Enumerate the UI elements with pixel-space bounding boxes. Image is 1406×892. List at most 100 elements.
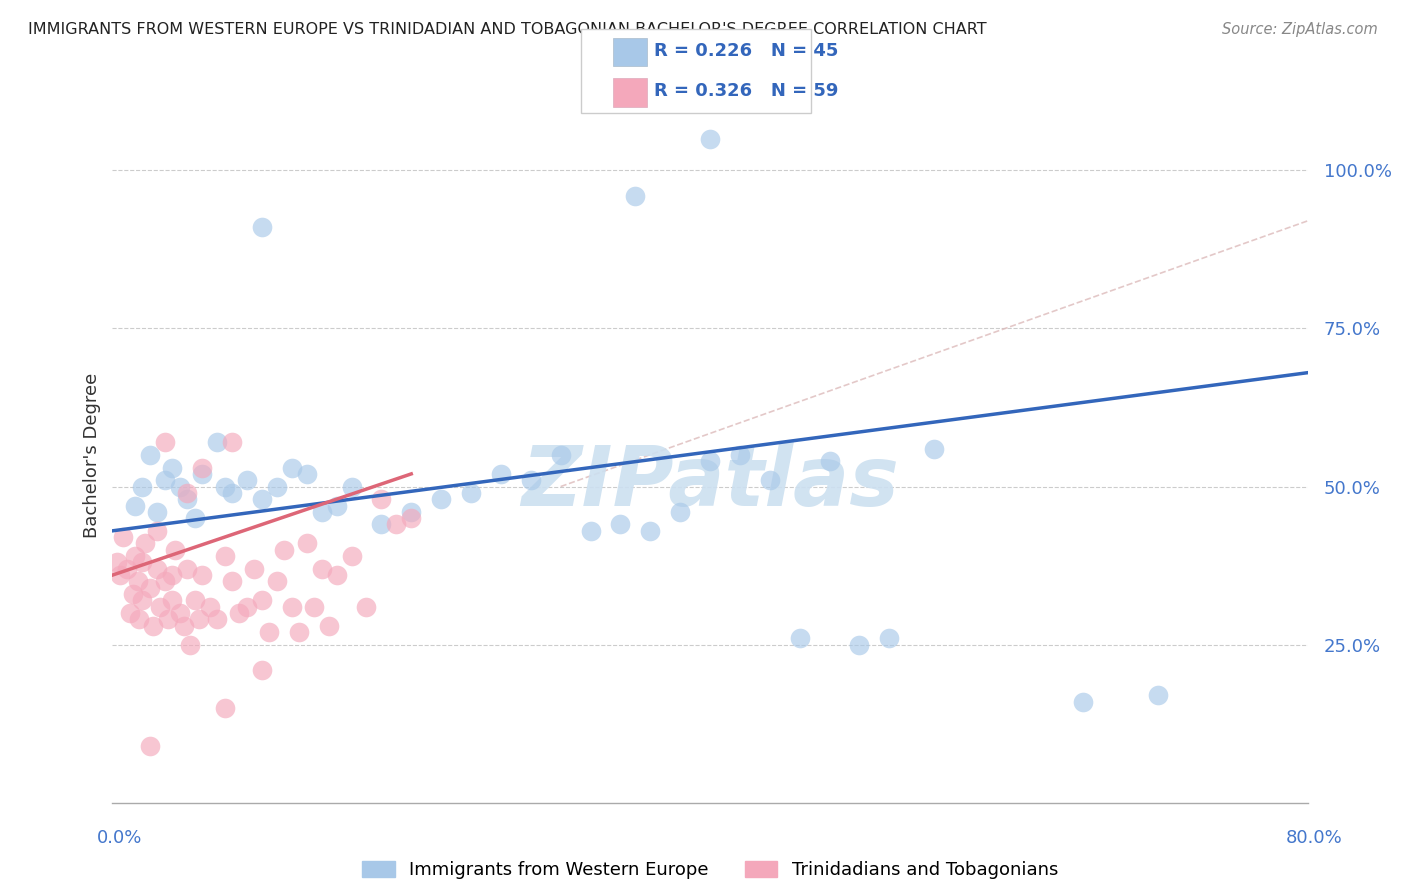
Point <box>609 517 631 532</box>
Point <box>401 511 423 525</box>
Point <box>120 606 142 620</box>
Point <box>259 625 281 640</box>
Point <box>162 460 183 475</box>
Point <box>153 574 176 589</box>
Text: Source: ZipAtlas.com: Source: ZipAtlas.com <box>1222 22 1378 37</box>
Point <box>127 574 149 589</box>
Point <box>221 435 243 450</box>
Point <box>236 599 259 614</box>
Point <box>198 599 221 614</box>
Point <box>699 131 721 145</box>
Point <box>191 568 214 582</box>
Text: 0.0%: 0.0% <box>97 830 142 847</box>
Point <box>266 574 288 589</box>
Point <box>591 85 613 99</box>
Point <box>325 499 347 513</box>
Point <box>122 587 145 601</box>
Point <box>430 492 453 507</box>
Point <box>669 505 692 519</box>
Point <box>922 442 945 456</box>
Point <box>162 568 183 582</box>
Point <box>214 479 236 493</box>
Text: R = 0.226   N = 45: R = 0.226 N = 45 <box>654 42 838 61</box>
Text: ZIPatlas: ZIPatlas <box>522 442 898 524</box>
Point <box>139 581 162 595</box>
Point <box>173 618 195 632</box>
Point <box>288 625 311 640</box>
Point <box>169 606 191 620</box>
Point <box>318 618 340 632</box>
Point <box>183 511 205 525</box>
Point <box>818 454 841 468</box>
Point <box>385 517 408 532</box>
Point <box>579 524 602 538</box>
Point <box>273 542 295 557</box>
Point <box>295 467 318 481</box>
Y-axis label: Bachelor's Degree: Bachelor's Degree <box>83 372 101 538</box>
Point <box>370 517 392 532</box>
Point <box>134 536 156 550</box>
Point <box>146 562 169 576</box>
Point <box>1073 695 1095 709</box>
Point <box>302 599 325 614</box>
Point <box>191 460 214 475</box>
Point <box>311 505 333 519</box>
Point <box>228 606 250 620</box>
Point <box>169 479 191 493</box>
Point <box>250 593 273 607</box>
Point <box>105 556 128 570</box>
Point <box>295 536 318 550</box>
Point <box>1147 688 1170 702</box>
Point <box>165 542 187 557</box>
Point <box>117 562 139 576</box>
Text: IMMIGRANTS FROM WESTERN EUROPE VS TRINIDADIAN AND TOBAGONIAN BACHELOR'S DEGREE C: IMMIGRANTS FROM WESTERN EUROPE VS TRINID… <box>28 22 987 37</box>
Point <box>176 486 198 500</box>
Point <box>188 612 211 626</box>
Point <box>370 492 392 507</box>
Legend: Immigrants from Western Europe, Trinidadians and Tobagonians: Immigrants from Western Europe, Trinidad… <box>357 855 1063 884</box>
Point <box>550 448 572 462</box>
Point <box>401 505 423 519</box>
Point <box>877 632 900 646</box>
Point <box>699 454 721 468</box>
Point <box>139 739 162 753</box>
Point <box>191 467 214 481</box>
Point <box>131 556 153 570</box>
Point <box>179 638 201 652</box>
Text: 80.0%: 80.0% <box>1286 830 1343 847</box>
Point <box>281 599 304 614</box>
Point <box>591 44 613 59</box>
Point <box>128 612 150 626</box>
Point <box>266 479 288 493</box>
Point <box>124 549 146 563</box>
Point <box>340 479 363 493</box>
Point <box>250 220 273 235</box>
Point <box>311 562 333 576</box>
Point <box>250 492 273 507</box>
Point <box>111 530 134 544</box>
Point <box>250 663 273 677</box>
Point <box>146 524 169 538</box>
Point <box>489 467 512 481</box>
Point <box>156 612 179 626</box>
Point <box>131 593 153 607</box>
Point <box>131 479 153 493</box>
Point <box>139 448 162 462</box>
Point <box>789 632 811 646</box>
Point <box>325 568 347 582</box>
Point <box>205 435 228 450</box>
Point <box>214 549 236 563</box>
Point <box>520 473 543 487</box>
Point <box>108 568 131 582</box>
Point <box>356 599 378 614</box>
Point <box>221 574 243 589</box>
Point <box>638 524 662 538</box>
Point <box>624 188 647 202</box>
Point <box>124 499 146 513</box>
Point <box>340 549 363 563</box>
Point <box>728 448 751 462</box>
Point <box>205 612 228 626</box>
Point <box>460 486 482 500</box>
Point <box>236 473 259 487</box>
Point <box>221 486 243 500</box>
